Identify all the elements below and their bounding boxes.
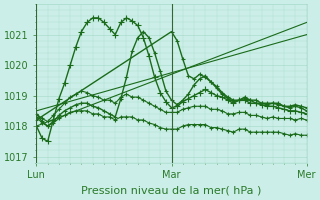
X-axis label: Pression niveau de la mer( hPa ): Pression niveau de la mer( hPa ) — [81, 186, 262, 196]
